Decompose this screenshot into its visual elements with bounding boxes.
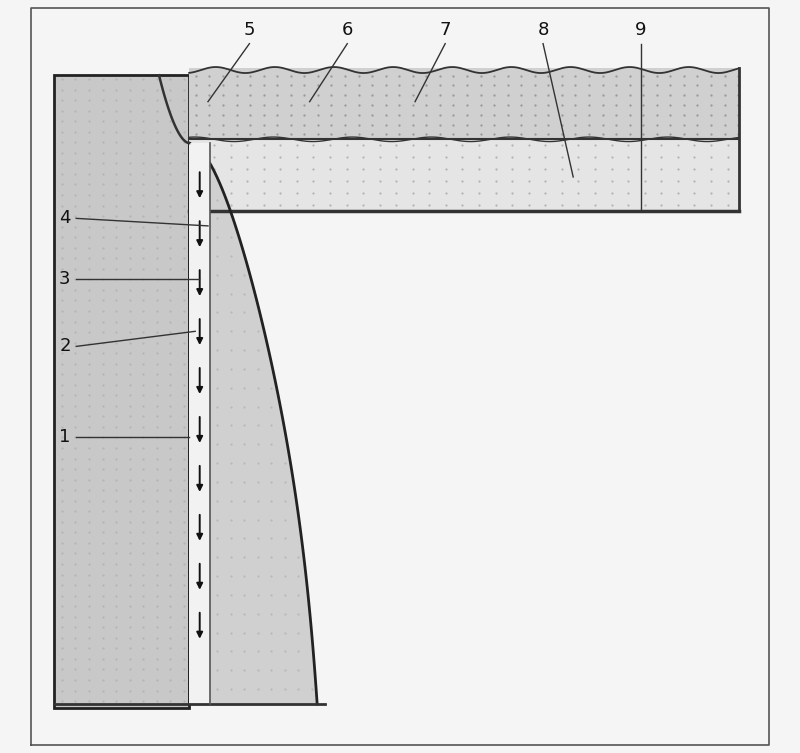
- Bar: [54, 75, 189, 708]
- Text: 3: 3: [59, 270, 70, 288]
- Text: 2: 2: [59, 337, 70, 355]
- Bar: [189, 68, 739, 139]
- Text: 8: 8: [538, 21, 549, 39]
- Text: 4: 4: [59, 209, 70, 227]
- Text: 7: 7: [439, 21, 451, 39]
- Text: 5: 5: [244, 21, 255, 39]
- Text: 1: 1: [59, 428, 70, 446]
- Text: 9: 9: [635, 21, 646, 39]
- Polygon shape: [189, 143, 210, 704]
- Polygon shape: [189, 143, 317, 704]
- Bar: [189, 139, 739, 211]
- Text: 6: 6: [342, 21, 353, 39]
